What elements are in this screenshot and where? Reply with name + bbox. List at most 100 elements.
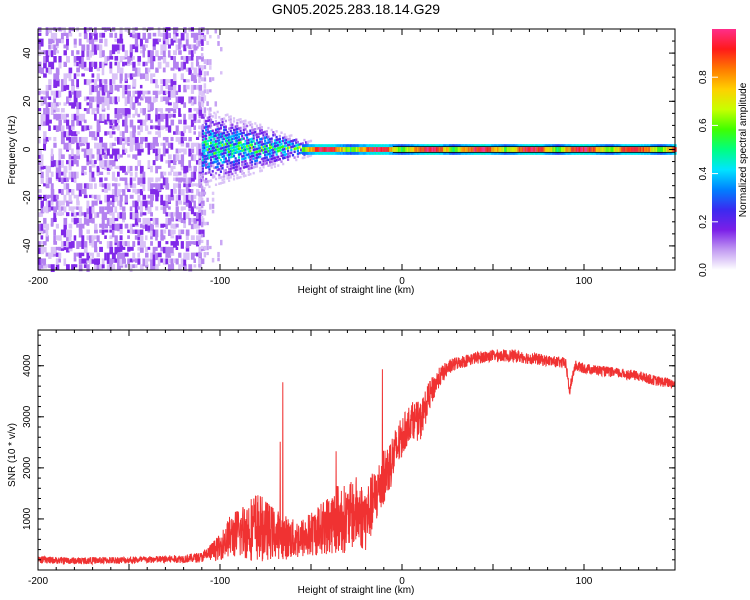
heatmap-signal-cell — [267, 126, 270, 130]
heatmap-noise-cell — [96, 73, 100, 82]
x-tick-label: 0 — [399, 576, 405, 587]
heatmap-noise-cell — [142, 73, 146, 79]
heatmap-signal-cell — [390, 147, 393, 152]
heatmap-signal-cell — [282, 162, 285, 166]
heatmap-signal-cell — [536, 147, 539, 152]
heatmap-signal-cell — [604, 147, 607, 152]
heatmap-signal-cell — [315, 147, 318, 152]
heatmap-noise-cell — [152, 96, 156, 103]
heatmap-signal-cell — [208, 116, 211, 119]
heatmap-noise-cell — [173, 102, 177, 109]
heatmap-noise-cell — [88, 32, 93, 40]
heatmap-noise-cell — [193, 223, 197, 229]
heatmap-signal-cell — [255, 159, 259, 162]
heatmap-signal-cell — [229, 164, 232, 168]
heatmap-signal-cell — [265, 133, 268, 136]
heatmap-noise-cell — [152, 246, 156, 255]
heatmap-signal-cell — [201, 170, 204, 173]
heatmap-signal-cell — [349, 147, 352, 152]
heatmap-signal-cell — [246, 165, 249, 168]
heatmap-noise-cell — [119, 79, 123, 84]
heatmap-noise-cell — [200, 239, 204, 244]
heatmap-signal-cell — [275, 138, 278, 142]
heatmap-signal-cell — [523, 147, 526, 152]
heatmap-noise-cell — [145, 61, 148, 66]
heatmap-noise-cell — [66, 235, 70, 242]
heatmap-noise-cell — [63, 183, 67, 190]
heatmap-signal-cell — [209, 156, 213, 159]
heatmap-noise-cell — [111, 131, 116, 135]
heatmap-signal-cell — [280, 145, 283, 149]
heatmap-signal-cell — [443, 147, 446, 152]
snr-xlabel: Height of straight line (km) — [298, 585, 415, 596]
heatmap-noise-cell — [183, 194, 187, 202]
heatmap-signal-cell — [218, 147, 221, 151]
heatmap-noise-cell — [165, 32, 169, 40]
heatmap-noise-cell — [160, 171, 164, 179]
heatmap-signal-cell — [201, 173, 204, 176]
heatmap-noise-cell — [40, 90, 44, 95]
heatmap-noise-cell — [132, 55, 135, 60]
heatmap-noise-cell — [183, 223, 187, 229]
heatmap-noise-cell — [55, 38, 59, 46]
heatmap-signal-cell — [264, 159, 267, 163]
heatmap-noise-cell — [147, 50, 152, 58]
heatmap-noise-cell — [150, 235, 153, 240]
heatmap-noise-cell — [129, 102, 134, 110]
heatmap-noise-cell — [209, 203, 212, 210]
heatmap-noise-cell — [40, 113, 45, 121]
heatmap-noise-cell — [43, 165, 48, 170]
heatmap-noise-cell — [83, 246, 88, 254]
heatmap-noise-cell — [180, 217, 184, 224]
heatmap-noise-cell — [86, 217, 90, 226]
heatmap-noise-cell — [55, 165, 60, 173]
heatmap-signal-cell — [250, 126, 254, 129]
heatmap-noise-cell — [94, 142, 97, 149]
heatmap-noise-cell — [101, 154, 106, 158]
heatmap-noise-cell — [190, 142, 195, 149]
heatmap-noise-cell — [66, 119, 70, 126]
heatmap-noise-cell — [134, 67, 138, 74]
heatmap-signal-cell — [234, 160, 237, 163]
heatmap-signal-cell — [237, 127, 241, 130]
heatmap-signal-cell — [479, 147, 482, 152]
heatmap-noise-cell — [88, 160, 93, 165]
heatmap-signal-cell — [288, 137, 291, 141]
heatmap-noise-cell — [137, 148, 142, 156]
heatmap-noise-cell — [160, 154, 164, 162]
heatmap-noise-cell — [134, 90, 139, 95]
heatmap-noise-cell — [63, 61, 67, 67]
heatmap-noise-cell — [129, 136, 134, 144]
heatmap-signal-cell — [286, 146, 290, 150]
heatmap-noise-cell — [55, 113, 59, 121]
heatmap-noise-cell — [167, 246, 171, 254]
heatmap-noise-cell — [104, 27, 107, 33]
heatmap-noise-cell — [198, 55, 202, 60]
heatmap-noise-cell — [111, 189, 116, 195]
heatmap-noise-cell — [188, 125, 192, 134]
heatmap-signal-cell — [213, 146, 216, 149]
heatmap-noise-cell — [66, 55, 70, 63]
heatmap-noise-cell — [137, 119, 142, 124]
x-tick-label: -200 — [28, 276, 48, 287]
heatmap-noise-cell — [73, 177, 77, 183]
heatmap-noise-cell — [137, 246, 142, 251]
heatmap-noise-cell — [101, 67, 105, 76]
heatmap-signal-cell — [288, 143, 291, 146]
heatmap-noise-cell — [38, 241, 42, 249]
heatmap-signal-cell — [219, 147, 223, 150]
heatmap-signal-cell — [247, 144, 250, 147]
heatmap-noise-cell — [111, 212, 115, 220]
heatmap-signal-cell — [277, 146, 280, 150]
heatmap-signal-cell — [221, 155, 224, 158]
heatmap-signal-cell — [241, 163, 244, 167]
heatmap-noise-cell — [55, 108, 60, 113]
heatmap-noise-cell — [185, 44, 190, 49]
heatmap-signal-cell — [214, 131, 218, 134]
heatmap-noise-cell — [201, 90, 205, 98]
heatmap-signal-cell — [232, 137, 236, 140]
heatmap-signal-cell — [623, 147, 626, 152]
heatmap-noise-cell — [88, 131, 93, 137]
heatmap-noise-cell — [81, 125, 85, 132]
heatmap-signal-cell — [231, 123, 234, 127]
